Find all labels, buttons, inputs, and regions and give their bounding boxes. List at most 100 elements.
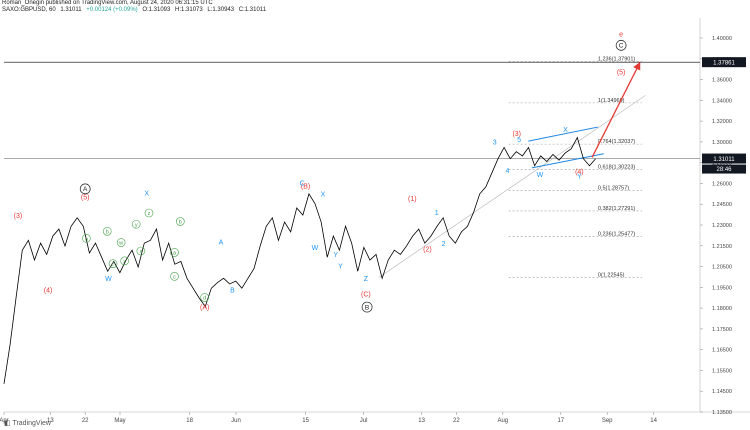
y-tick-label: 1.36000 — [712, 78, 732, 84]
x-tick-label: May — [114, 418, 125, 424]
y-tick-label: 1.20500 — [712, 265, 732, 271]
wave-label-blue: 4 — [505, 168, 509, 175]
x-tick-label: Aug — [497, 418, 508, 424]
green-label-text: c — [173, 274, 176, 280]
wave-label-green: d — [200, 293, 209, 302]
x-tick-label: 15 — [302, 418, 309, 424]
y-tick-label: 1.23000 — [712, 223, 732, 229]
x-tick-label: 22 — [82, 418, 89, 424]
trend-line — [378, 95, 646, 278]
wave-label-red: (4) — [575, 169, 584, 176]
circled-label-ring — [615, 39, 627, 51]
x-tick-label: 13 — [47, 418, 54, 424]
y-tick-label: 1.24500 — [712, 202, 732, 208]
wave-label-blue: W — [105, 276, 112, 283]
y-tick-label: 1.26000 — [712, 181, 732, 187]
ohlc-high: H:1.31073 — [175, 7, 203, 13]
fib-level-label: 0(1.22545) — [598, 273, 625, 279]
y-tick-label: 1.15500 — [712, 368, 732, 374]
wave-label-blue: W — [537, 172, 544, 179]
ohlc-close: C:1.31011 — [238, 7, 267, 13]
channel-lower-line — [531, 153, 604, 169]
green-label-text: x — [140, 249, 143, 255]
green-label-circle — [170, 248, 179, 257]
y-tick-label: 1.32000 — [712, 119, 732, 125]
wave-label-blue: X — [144, 190, 149, 197]
wave-label-red: (1) — [408, 196, 417, 203]
green-label-circle — [108, 259, 118, 268]
x-tick-label: Sep — [602, 418, 613, 424]
channel-upper-line — [528, 126, 599, 142]
wave-label-blue: X — [321, 192, 326, 199]
ohlc-open: O:1.31093 — [142, 7, 171, 13]
green-label-text: a — [85, 236, 89, 242]
wave-label-red: (3) — [512, 131, 521, 138]
symbol-label: SAXO:GBPUSD, 60 — [2, 7, 56, 13]
tradingview-icon: ◧ — [4, 420, 13, 427]
x-tick-label: 17 — [557, 418, 564, 424]
x-tick-label: 13 — [418, 418, 425, 424]
wave-label-green: c — [108, 259, 118, 268]
fib-level-label: 1.236(1.37901) — [598, 57, 635, 63]
circled-label-ring — [79, 183, 91, 195]
price-change: +0.00124 (+0.09%) — [86, 7, 138, 13]
circled-wave-label: A — [79, 183, 91, 195]
green-label-text: b — [179, 219, 182, 225]
price-tag-box — [702, 153, 746, 164]
wave-label-red: (5) — [81, 195, 90, 202]
countdown-box — [702, 164, 746, 174]
wave-label-green: a — [170, 248, 179, 257]
wave-label-blue: 1 — [435, 210, 439, 217]
wave-label-red: (4) — [44, 287, 53, 294]
fib-level-label: 0.618(1.30223) — [598, 165, 635, 171]
tradingview-logo[interactable]: ◧ TradingView — [4, 419, 51, 427]
last-price: 1.31011 — [60, 7, 82, 13]
wave-label-red: e — [619, 31, 623, 38]
green-label-circle — [136, 246, 146, 256]
green-label-circle — [176, 217, 185, 226]
x-tick-label: Apr — [0, 418, 9, 424]
y-tick-label: 1.28000 — [712, 161, 732, 167]
wave-label-red: (A) — [200, 304, 209, 311]
green-label-circle — [116, 238, 126, 247]
publisher-line: Roman_Onegin published on TradingView.co… — [2, 0, 213, 6]
fib-level-label: 0.236(1.25477) — [598, 231, 635, 237]
green-label-circle — [144, 208, 154, 218]
y-tick-label: 1.40000 — [712, 36, 732, 42]
wave-label-blue: A — [219, 240, 224, 247]
y-tick-label: 1.30000 — [712, 140, 732, 146]
y-tick-label: 1.34000 — [712, 98, 732, 104]
x-tick-label: 18 — [186, 418, 193, 424]
x-tick-label: 14 — [650, 418, 657, 424]
fib-level-label: 0.382(1.27291) — [598, 206, 635, 212]
wave-label-red: (3) — [14, 213, 23, 220]
green-label-text: z — [148, 211, 151, 217]
green-label-circle — [170, 272, 179, 281]
green-label-circle — [120, 256, 129, 266]
wave-label-green: c — [170, 272, 179, 281]
projection-arrow — [591, 61, 641, 158]
x-tick-label: 22 — [453, 418, 460, 424]
wave-label-blue: 3 — [493, 140, 497, 147]
price-tag-label: 1.31011 — [713, 157, 735, 163]
wave-label-green: b — [176, 217, 185, 226]
circled-label-text: B — [365, 304, 369, 311]
wave-label-blue: B — [230, 287, 235, 294]
x-tick-label: Jul — [360, 418, 368, 424]
green-label-text: c — [112, 262, 115, 268]
wave-label-red: (C) — [361, 292, 371, 299]
green-label-text: b — [106, 229, 109, 235]
wave-label-red: (2) — [423, 247, 432, 254]
wave-label-green: z — [144, 208, 154, 218]
green-label-text: a — [173, 250, 177, 256]
wave-label-blue: Y — [333, 252, 338, 259]
wave-label-green: x — [120, 256, 129, 266]
green-label-text: y — [135, 222, 138, 228]
y-tick-label: 1.19500 — [712, 285, 732, 291]
wave-label-green: a — [82, 234, 91, 243]
circled-wave-label: B — [361, 301, 373, 313]
wave-label-red: (B) — [301, 183, 310, 190]
price-series-line — [3, 136, 596, 384]
